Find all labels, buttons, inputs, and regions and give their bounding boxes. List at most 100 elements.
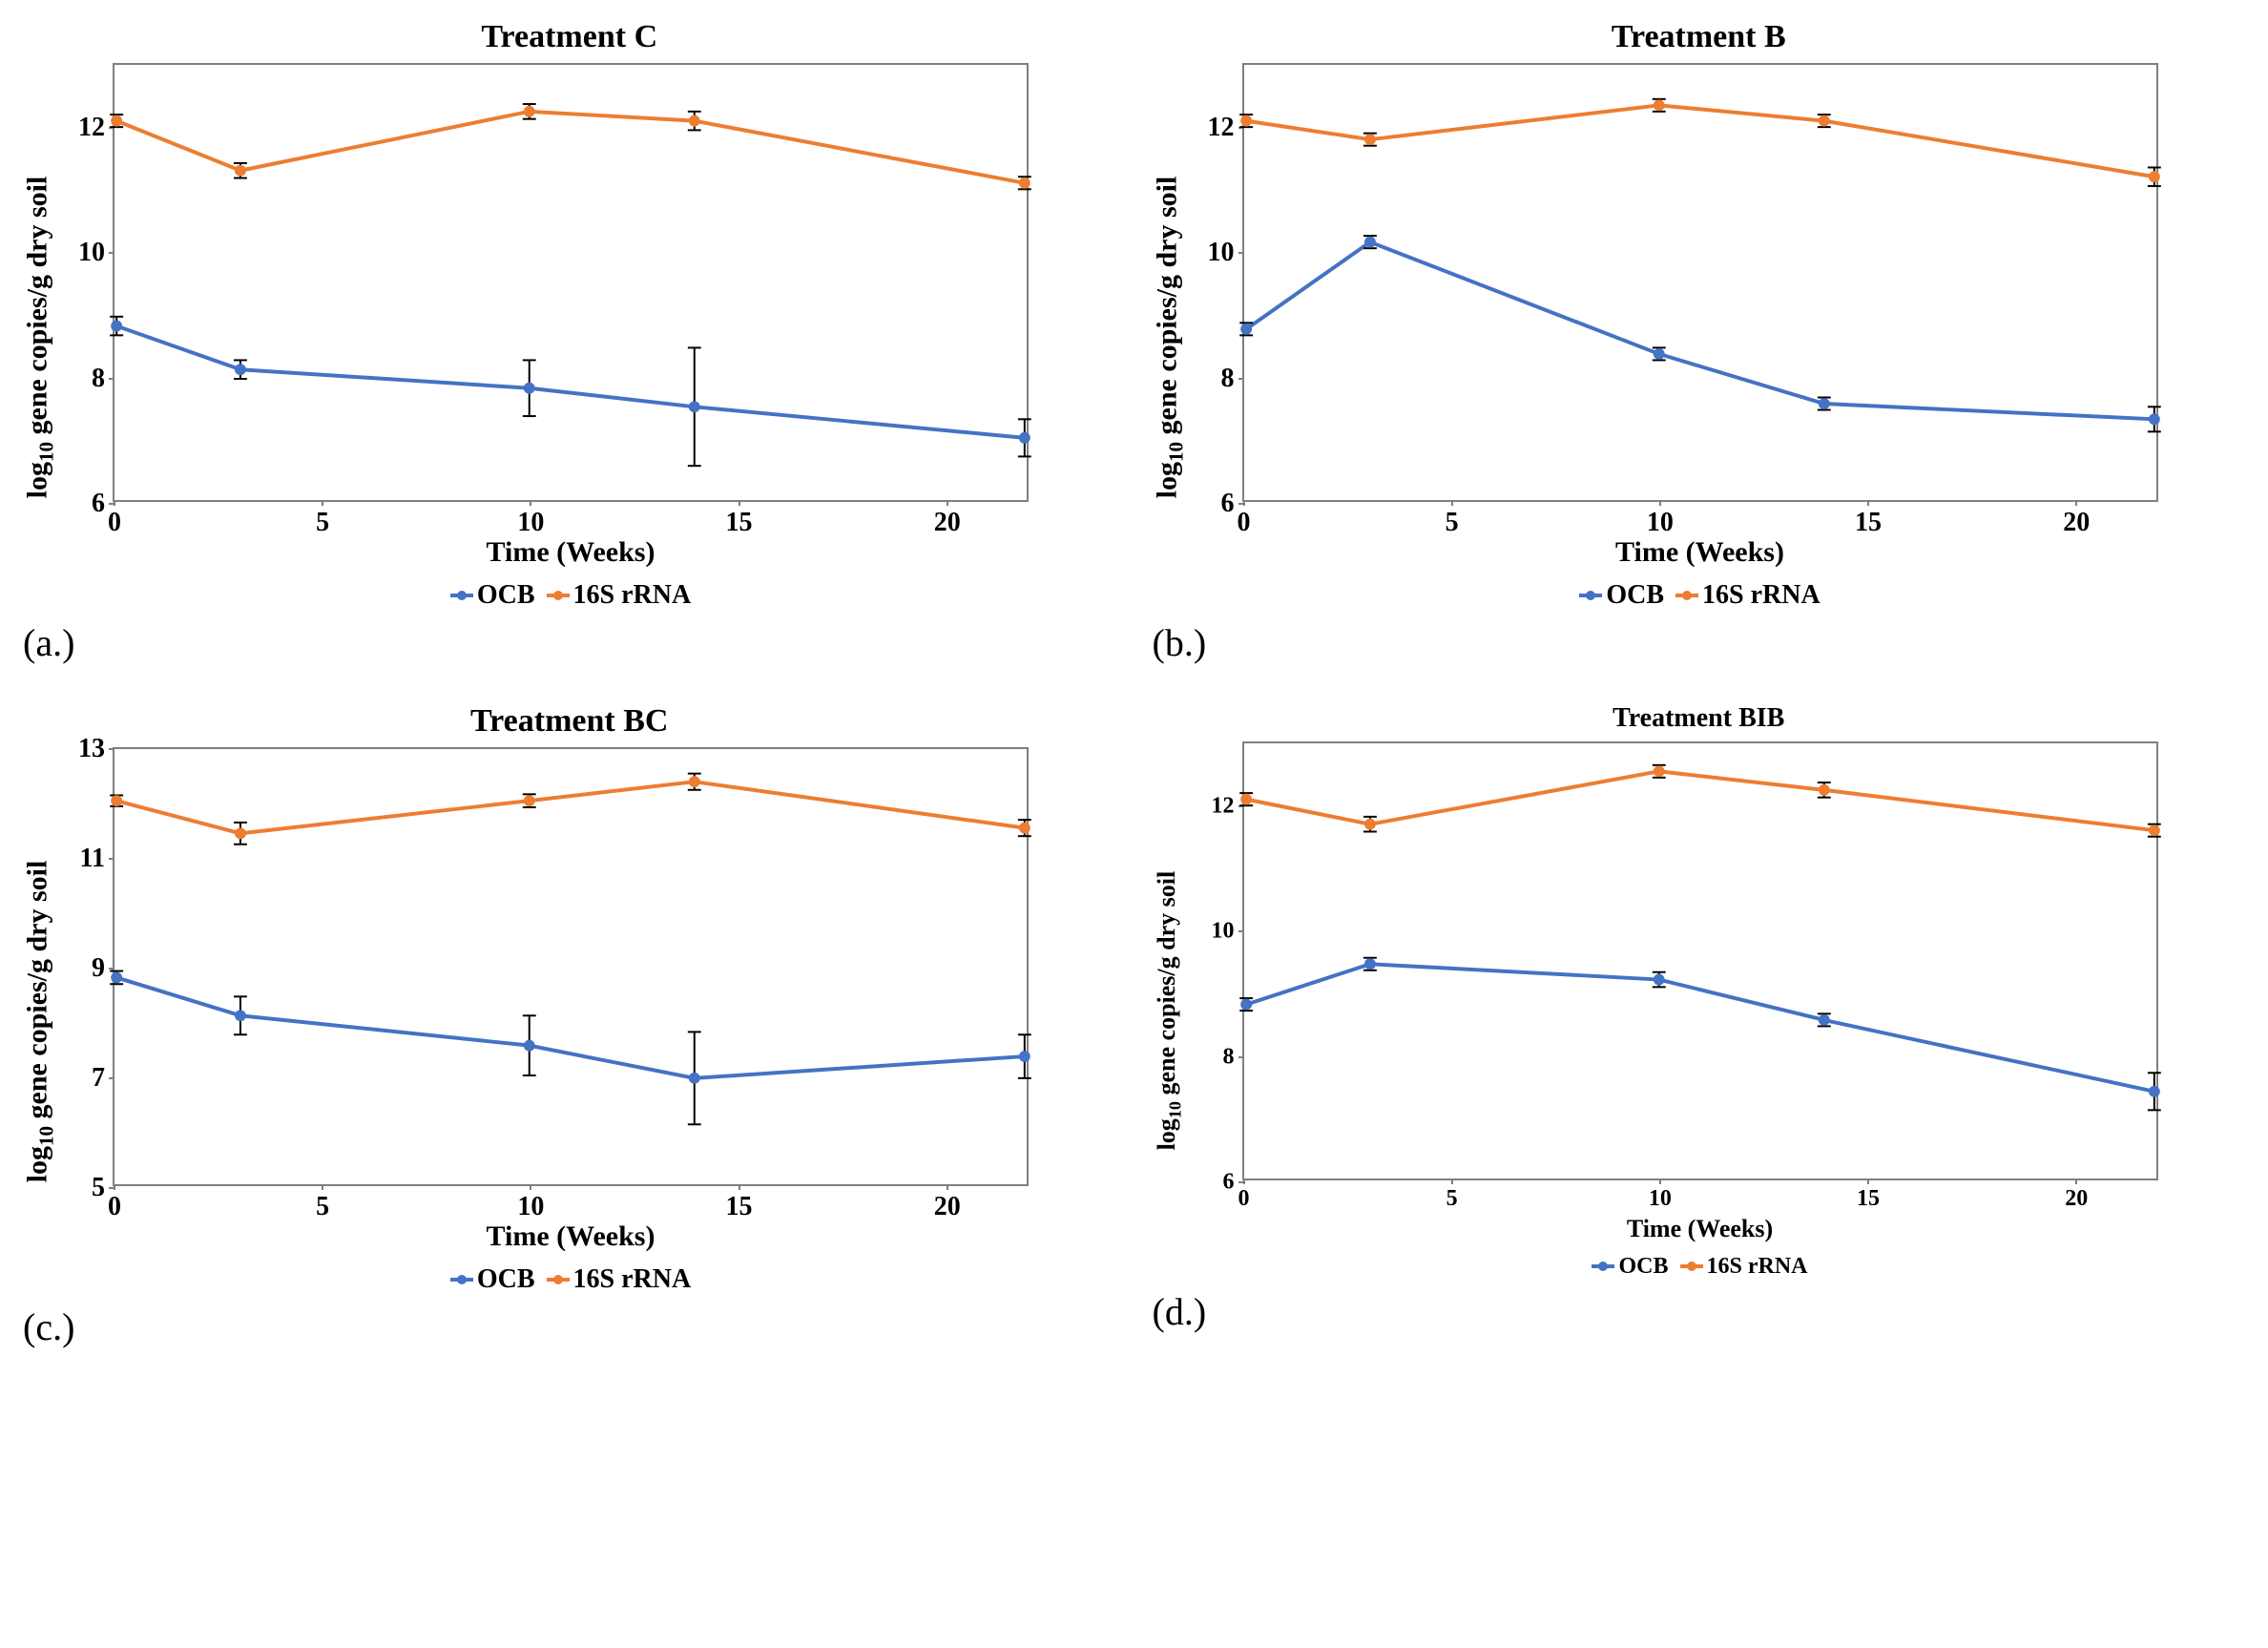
panel-label: (a.) — [23, 620, 1120, 665]
x-tick-mark — [114, 1184, 115, 1190]
chart-title: Treatment BIB — [1149, 703, 2250, 734]
y-axis-label: log10 gene copies/g dry soil — [22, 860, 59, 1182]
panel-bib: Treatment BIB log10 gene copies/g dry soi… — [1149, 703, 2250, 1349]
series-16s-rrna-marker — [1363, 134, 1375, 145]
panel-c: Treatment Clog10 gene copies/g dry soil6… — [19, 19, 1120, 665]
series-ocb-line — [116, 326, 1025, 438]
series-16s-rrna-marker — [524, 106, 535, 117]
legend-rrna-swatch — [547, 594, 570, 597]
plot-svg — [114, 749, 1027, 1184]
legend-ocb-label: OCB — [1618, 1254, 1668, 1280]
series-16s-rrna-line — [1246, 105, 2154, 177]
series-ocb-line — [1246, 242, 2154, 420]
legend-ocb: OCB — [1592, 1254, 1668, 1280]
x-tick-label: 15 — [726, 1184, 753, 1222]
plot-area: 68101205101520 — [113, 63, 1029, 502]
panel-label: (b.) — [1153, 620, 2250, 665]
x-tick-label: 0 — [1238, 500, 1251, 538]
series-ocb-marker — [524, 383, 535, 394]
legend-rrna-swatch — [547, 1278, 570, 1282]
legend-ocb-label: OCB — [477, 1264, 535, 1295]
legend-rrna: 16S rRNA — [1680, 1254, 1808, 1280]
x-tick-label: 20 — [2063, 500, 2090, 538]
series-ocb — [110, 317, 1031, 466]
legend-rrna-swatch — [1675, 594, 1698, 597]
panel-label: (c.) — [23, 1304, 1120, 1349]
legend-rrna-marker-icon — [1682, 591, 1692, 600]
legend-ocb-marker-icon — [1598, 1262, 1608, 1271]
x-tick-mark — [1451, 1179, 1453, 1184]
chart-wrap: log10 gene copies/g dry soil 681012051015… — [1149, 741, 2250, 1280]
x-axis-label: Time (Weeks) — [113, 536, 1029, 569]
plot-svg — [1244, 743, 2156, 1179]
x-tick-mark — [322, 1184, 323, 1190]
x-tick-label: 0 — [108, 1184, 121, 1222]
plot-area: 579111305101520 — [113, 747, 1029, 1186]
legend: OCB 16S rRNA — [1242, 1249, 2158, 1280]
plot-column: 68101205101520Time (Weeks)OCB16S rRNA — [1191, 63, 2250, 611]
series-16s-rrna-marker — [1653, 99, 1664, 111]
series-ocb-marker — [2148, 1086, 2159, 1097]
x-tick-label: 15 — [726, 500, 753, 538]
series-ocb — [110, 971, 1031, 1125]
legend-rrna: 16S rRNA — [547, 1264, 692, 1295]
series-16s-rrna-marker — [1653, 765, 1664, 777]
series-16s-rrna — [1239, 99, 2161, 186]
chart-wrap: log10 gene copies/g dry soil681012051015… — [19, 63, 1120, 611]
legend-rrna: 16S rRNA — [1675, 580, 1821, 611]
y-axis-label: log10 gene copies/g dry soil — [22, 176, 59, 498]
legend-ocb: OCB — [450, 580, 535, 611]
panel-label: (d.) — [1153, 1289, 2250, 1334]
series-ocb-line — [116, 977, 1025, 1077]
legend-ocb-swatch — [1592, 1264, 1614, 1268]
series-16s-rrna-marker — [2148, 171, 2159, 182]
series-16s-rrna-line — [1246, 771, 2154, 830]
legend-rrna-label: 16S rRNA — [573, 1264, 692, 1295]
x-tick-mark — [114, 500, 115, 506]
legend-ocb: OCB — [1579, 580, 1664, 611]
series-ocb-marker — [235, 364, 246, 375]
legend-ocb-marker-icon — [457, 591, 467, 600]
plot-area: 68101205101520 — [1242, 63, 2158, 502]
series-ocb-marker — [2148, 413, 2159, 425]
series-ocb — [1239, 958, 2161, 1111]
series-16s-rrna-marker — [235, 165, 246, 177]
legend-rrna-label: 16S rRNA — [573, 580, 692, 611]
plot-area: 68101205101520 — [1242, 741, 2158, 1180]
x-tick-mark — [1659, 1179, 1661, 1184]
x-tick-mark — [1243, 1179, 1245, 1184]
y-axis-label-box: log10 gene copies/g dry soil — [19, 747, 61, 1295]
series-16s-rrna — [1239, 765, 2161, 837]
legend-rrna-marker-icon — [553, 1275, 563, 1284]
chart-title: Treatment B — [1149, 19, 2250, 55]
y-axis-label-box: log10 gene copies/g dry soil — [19, 63, 61, 611]
legend-ocb-label: OCB — [1606, 580, 1664, 611]
plot-column: 68101205101520 Time (Weeks) OCB 16S rRNA — [61, 63, 1120, 611]
series-16s-rrna-marker — [1363, 819, 1375, 830]
series-16s-rrna-marker — [689, 776, 700, 787]
x-tick-label: 0 — [108, 500, 121, 538]
series-16s-rrna-marker — [689, 115, 700, 127]
x-tick-mark — [739, 500, 740, 506]
y-axis-label: log10 gene copies/g dry soil — [1153, 870, 1185, 1150]
legend-ocb-swatch — [450, 594, 473, 597]
plot-column: 579111305101520Time (Weeks)OCB16S rRNA — [61, 747, 1120, 1295]
legend-ocb-swatch — [1579, 594, 1602, 597]
plot-svg — [1244, 65, 2156, 500]
series-16s-rrna-marker — [2148, 824, 2159, 836]
x-tick-mark — [947, 1184, 948, 1190]
legend-rrna-marker-icon — [1687, 1262, 1696, 1271]
series-16s-rrna-line — [116, 112, 1025, 183]
series-ocb-marker — [111, 321, 122, 332]
legend-ocb-marker-icon — [457, 1275, 467, 1284]
legend-rrna-label: 16S rRNA — [1702, 580, 1821, 611]
y-axis-label: log10 gene copies/g dry soil — [1151, 176, 1188, 498]
series-16s-rrna-marker — [1019, 823, 1030, 834]
series-16s-rrna-marker — [111, 115, 122, 127]
x-tick-mark — [1659, 500, 1661, 506]
series-ocb-marker — [524, 1040, 535, 1052]
legend-ocb-marker-icon — [1586, 591, 1595, 600]
series-16s-rrna-marker — [1818, 784, 1829, 796]
series-ocb-marker — [1240, 323, 1252, 335]
series-ocb-marker — [1019, 1051, 1030, 1062]
